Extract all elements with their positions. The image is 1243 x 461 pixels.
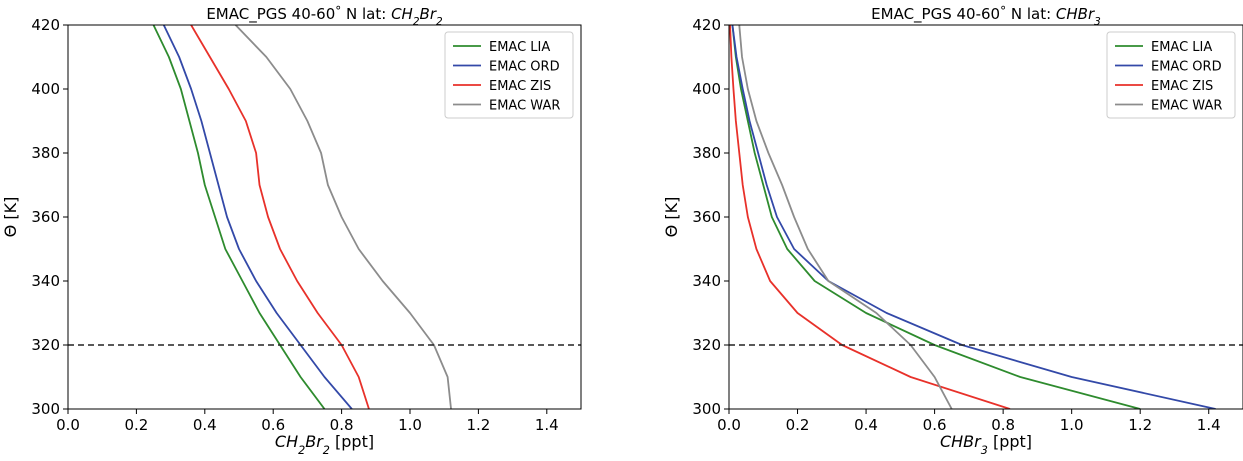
y-tick-label: 380 (692, 144, 721, 162)
x-tick-label: 0.0 (717, 416, 741, 434)
x-tick-label: 0.6 (923, 416, 947, 434)
legend: EMAC LIA EMAC ORD EMAC ZIS EMAC WAR (444, 31, 574, 119)
y-tick-label: 380 (31, 144, 60, 162)
y-axis-label: Θ [K] (1, 197, 20, 238)
species-text: CH (275, 432, 298, 451)
legend-frame (444, 31, 574, 119)
x-tick-label: 1.2 (466, 416, 490, 434)
species-subscript: 2 (413, 16, 420, 28)
x-tick-label: 0.8 (991, 416, 1015, 434)
y-tick-label: 300 (692, 400, 721, 418)
y-tick-label: 300 (31, 400, 60, 418)
species-subscript: 3 (1094, 16, 1101, 28)
x-tick-label: 1.2 (1128, 416, 1152, 434)
legend-entry: EMAC ZIS (1151, 79, 1213, 94)
legend-entry: EMAC LIA (1151, 40, 1212, 55)
y-tick-label: 320 (692, 336, 721, 354)
y-axis-label: Θ [K] (662, 197, 681, 238)
series-line-emac-lia (152, 25, 326, 409)
chart-title: EMAC_PGS 40-60° N lat: CHBr3 (871, 4, 1101, 28)
legend-entry: EMAC ORD (1151, 60, 1222, 75)
species-text: Br (420, 5, 437, 23)
x-tick-label: 1.0 (1060, 416, 1084, 434)
panel-chbr3: 0.0 0.2 0.4 0.6 0.8 1.0 1.2 1.4 300 320 340 360 380 4… (662, 4, 1243, 457)
legend: EMAC LIA EMAC ORD EMAC ZIS EMAC WAR (1106, 31, 1236, 119)
y-tick-label: 320 (31, 336, 60, 354)
species-text: CHBr (940, 432, 982, 451)
x-tick-label: 0.4 (193, 416, 217, 434)
legend-frame (1106, 31, 1236, 119)
x-tick-label: 1.4 (1197, 416, 1221, 434)
species-text: CHBr (1056, 5, 1095, 23)
legend-entry: EMAC LIA (489, 40, 550, 55)
x-tick-label: 1.4 (535, 416, 559, 434)
y-tick-label: 340 (692, 272, 721, 290)
series-line-emac-ord (162, 25, 353, 409)
species-subscript: 2 (298, 444, 305, 457)
y-tick-label: 400 (692, 80, 721, 98)
legend-entry: EMAC ZIS (489, 79, 551, 94)
y-tick-label: 420 (692, 16, 721, 34)
species-text: CH (391, 5, 413, 23)
x-tick-label: 0.2 (786, 416, 810, 434)
species-subscript: 2 (436, 16, 443, 28)
panel-ch2br2: 0.0 0.2 0.4 0.6 0.8 1.0 1.2 1.4 300 320 340 360 380 4… (1, 4, 582, 457)
legend-entry: EMAC ORD (489, 60, 560, 75)
species-subscript: 3 (981, 444, 988, 457)
y-tick-label: 400 (31, 80, 60, 98)
y-tick-label: 360 (692, 208, 721, 226)
x-axis-label: CH2Br2 [ppt] (275, 432, 374, 457)
x-tick-label: 0.8 (330, 416, 354, 434)
x-tick-label: 0.0 (56, 416, 80, 434)
y-tick-label: 420 (31, 16, 60, 34)
species-subscript: 2 (323, 444, 330, 457)
y-tick-label: 340 (31, 272, 60, 290)
x-tick-label: 0.4 (854, 416, 878, 434)
chart-title: EMAC_PGS 40-60° N lat: CH2Br2 (206, 4, 443, 28)
x-tick-label: 0.2 (124, 416, 148, 434)
y-tick-label: 360 (31, 208, 60, 226)
x-axis-label: CHBr3 [ppt] (940, 432, 1032, 457)
legend-entry: EMAC WAR (489, 99, 560, 114)
species-text: Br (305, 432, 324, 451)
x-tick-label: 0.6 (261, 416, 285, 434)
x-tick-label: 1.0 (398, 416, 422, 434)
legend-entry: EMAC WAR (1151, 99, 1222, 114)
